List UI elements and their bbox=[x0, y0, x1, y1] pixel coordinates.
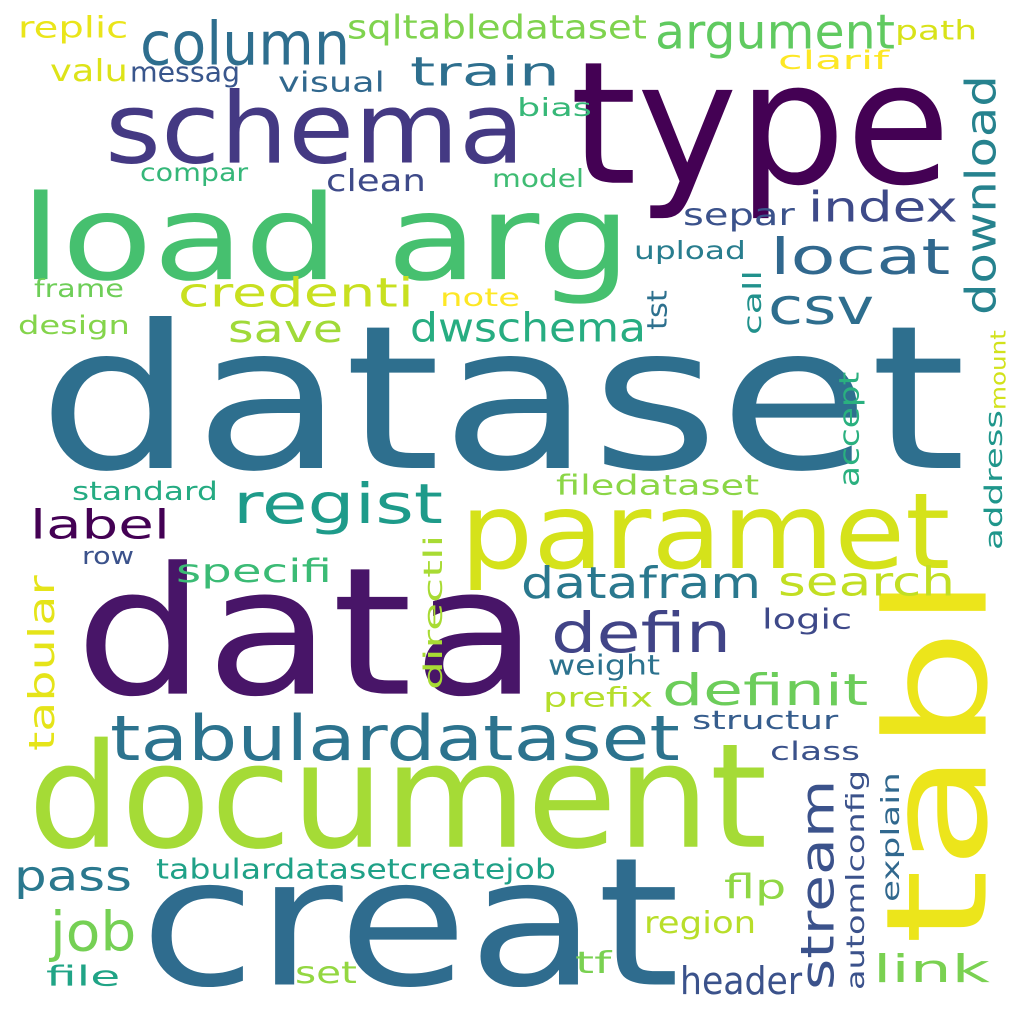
word-frame: frame bbox=[34, 273, 124, 303]
word-model: model bbox=[492, 163, 585, 193]
word-messag: messag bbox=[130, 55, 240, 89]
word-creat: creat bbox=[140, 818, 680, 1019]
word-load-arg: load arg bbox=[20, 169, 632, 308]
word-datafram: datafram bbox=[521, 557, 762, 609]
word-note: note bbox=[440, 282, 521, 312]
word-tst: tst bbox=[640, 290, 674, 330]
word-visual: visual bbox=[278, 65, 385, 99]
word-paramet: paramet bbox=[460, 470, 951, 594]
word-clarif: clarif bbox=[778, 44, 890, 76]
word-automlconfig: automlconfig bbox=[840, 769, 870, 990]
word-filedataset: filedataset bbox=[556, 468, 760, 502]
word-defin: defin bbox=[551, 601, 732, 666]
word-structur: structur bbox=[692, 704, 839, 736]
word-bias: bias bbox=[517, 92, 592, 122]
word-call: call bbox=[737, 270, 767, 335]
word-clean: clean bbox=[326, 163, 426, 199]
word-regist: regist bbox=[233, 472, 444, 537]
word-region: region bbox=[644, 905, 757, 941]
word-explain: explain bbox=[875, 772, 905, 902]
word-class: class bbox=[770, 735, 861, 767]
word-index: index bbox=[808, 182, 958, 232]
word-header: header bbox=[680, 958, 803, 1004]
word-flp: flp bbox=[724, 866, 787, 907]
word-file: file bbox=[46, 959, 121, 993]
word-label: label bbox=[30, 501, 170, 549]
word-compar: compar bbox=[140, 157, 249, 187]
word-dataset: dataset bbox=[38, 282, 967, 516]
word-logic: logic bbox=[762, 602, 853, 636]
word-address: address bbox=[979, 410, 1008, 550]
word-argument: argument bbox=[655, 3, 896, 60]
word-weight: weight bbox=[548, 648, 661, 682]
word-tf: tf bbox=[575, 945, 612, 981]
word-separ: separ bbox=[683, 197, 795, 233]
word-column: column bbox=[140, 8, 351, 79]
word-csv: csv bbox=[768, 277, 875, 336]
word-type: type bbox=[570, 24, 951, 224]
word-locat: locat bbox=[770, 227, 951, 286]
word-valu: valu bbox=[50, 53, 128, 89]
word-tabulardatasetcreatejob: tabulardatasetcreatejob bbox=[156, 852, 556, 886]
word-credenti: credenti bbox=[178, 269, 414, 317]
word-save: save bbox=[228, 306, 344, 352]
word-path: path bbox=[895, 14, 978, 47]
word-directli: directli bbox=[417, 534, 449, 690]
word-document: document bbox=[28, 711, 768, 882]
word-mount: mount bbox=[986, 330, 1011, 410]
word-job: job bbox=[50, 900, 137, 964]
word-dwschema: dwschema bbox=[410, 304, 646, 352]
word-set: set bbox=[295, 955, 357, 991]
word-standard: standard bbox=[72, 475, 218, 507]
word-data: data bbox=[75, 529, 539, 737]
word-download: download bbox=[956, 75, 1006, 315]
word-specifi: specifi bbox=[176, 552, 332, 590]
word-link: link bbox=[873, 946, 990, 992]
word-prefix: prefix bbox=[543, 681, 654, 714]
word-accept: accept bbox=[832, 371, 866, 487]
word-train: train bbox=[410, 48, 560, 96]
word-sqltabledataset: sqltabledataset bbox=[347, 8, 647, 47]
word-row: row bbox=[82, 541, 134, 570]
word-design: design bbox=[18, 309, 130, 341]
word-definit: definit bbox=[662, 664, 869, 716]
word-replic: replic bbox=[18, 10, 129, 45]
word-upload: upload bbox=[634, 235, 746, 265]
word-search: search bbox=[778, 558, 956, 606]
word-pass: pass bbox=[14, 851, 132, 901]
word-tabular: tabular bbox=[20, 575, 63, 751]
word-tabulardataset: tabulardataset bbox=[110, 702, 680, 775]
word-schema: schema bbox=[105, 71, 525, 186]
